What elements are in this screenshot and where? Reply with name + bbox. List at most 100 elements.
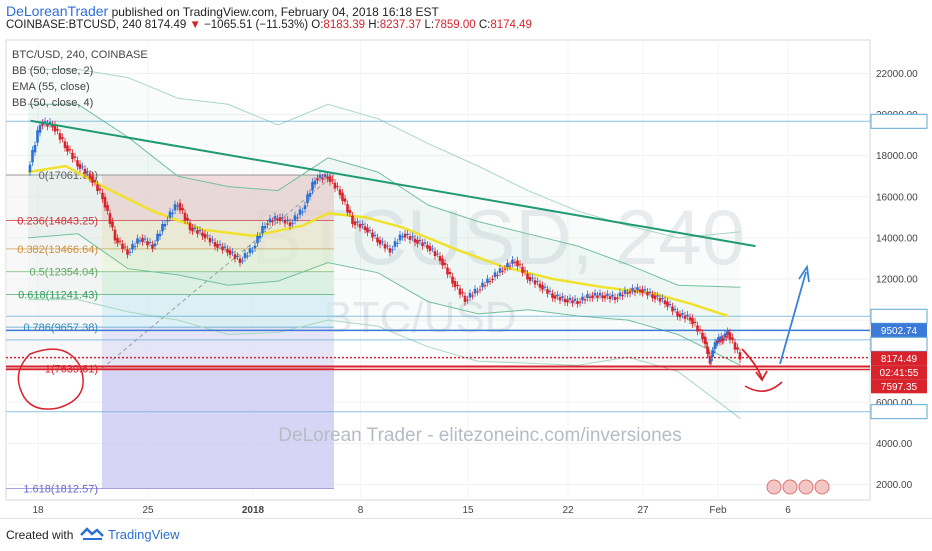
candle-body bbox=[51, 124, 54, 128]
candle-body bbox=[376, 237, 379, 243]
candle-body bbox=[653, 295, 657, 300]
candle-body bbox=[488, 281, 492, 283]
candle-body bbox=[38, 125, 42, 133]
candle-body bbox=[33, 145, 37, 153]
candle-body bbox=[698, 329, 702, 331]
candle-body bbox=[111, 221, 114, 228]
candle-body bbox=[433, 251, 437, 256]
author-link[interactable]: DeLoreanTrader bbox=[6, 3, 109, 19]
tradingview-brand[interactable]: TradingView bbox=[108, 527, 180, 542]
candle-body bbox=[126, 249, 129, 255]
candle-body bbox=[676, 311, 679, 317]
candle-body bbox=[618, 292, 622, 297]
price-chart[interactable]: BTCUSD, 240 BTC/USD 0(17061.00)0.236(148… bbox=[0, 36, 932, 518]
candle-body bbox=[226, 248, 229, 253]
candle-body bbox=[158, 233, 162, 237]
ohlc-line: COINBASE:BTCUSD, 240 8174.49 ▼ −1065.51 … bbox=[6, 19, 532, 31]
candle-body bbox=[478, 289, 482, 291]
candle-body bbox=[718, 339, 722, 342]
candle-body bbox=[231, 251, 234, 253]
candle-body bbox=[58, 133, 62, 140]
y-tick-label: 16000.00 bbox=[876, 192, 918, 203]
watermark-pair: BTC/USD bbox=[323, 293, 516, 342]
candle-body bbox=[248, 248, 252, 254]
candle-body bbox=[693, 321, 697, 323]
candle-body bbox=[36, 130, 39, 143]
price-tag-label: 02:41:55 bbox=[880, 368, 919, 379]
candle-body bbox=[706, 346, 709, 354]
candle-body bbox=[671, 306, 674, 312]
candle-body bbox=[578, 301, 582, 303]
candle-body bbox=[413, 238, 417, 243]
candle-body bbox=[616, 297, 619, 299]
low-label: L: bbox=[424, 19, 435, 31]
candle-body bbox=[221, 246, 224, 251]
candle-body bbox=[63, 141, 67, 148]
price-tag-label: 8174.49 bbox=[881, 354, 918, 365]
price-tags: 19674.00 10185.89 9502.74 9038.96 8174.49 02:… bbox=[870, 113, 928, 420]
candle-body bbox=[516, 260, 519, 267]
candle-body bbox=[518, 263, 522, 265]
candle-body bbox=[408, 236, 412, 240]
candle-body bbox=[598, 292, 602, 296]
candle-body bbox=[318, 175, 322, 178]
candle-body bbox=[473, 288, 477, 294]
time-axis[interactable]: 18 25 2018 8 15 22 27 Feb 6 bbox=[32, 505, 791, 516]
candle-body bbox=[153, 243, 157, 247]
candle-body bbox=[471, 295, 474, 297]
candle-body bbox=[213, 242, 217, 247]
candle-body bbox=[31, 149, 34, 163]
candle-body bbox=[466, 299, 469, 301]
candle-body bbox=[253, 245, 257, 249]
candle-body bbox=[73, 156, 77, 158]
candle-body bbox=[363, 226, 367, 231]
candle-body bbox=[108, 213, 112, 224]
candle-body bbox=[91, 176, 94, 183]
price-tag-label: 9038.96 bbox=[881, 340, 918, 351]
fib-level-label: 0.618(11241.43) bbox=[18, 290, 98, 302]
candle-body bbox=[438, 255, 442, 261]
candle-body bbox=[608, 296, 612, 300]
candle-body bbox=[446, 267, 449, 275]
fibonacci-retracement[interactable]: 0(17061.00) 0.236(14843.25) 0.382(13466.64… bbox=[6, 170, 335, 495]
candle-body bbox=[563, 298, 567, 303]
candle-body bbox=[286, 219, 289, 222]
candle-body bbox=[263, 225, 267, 229]
candle-body bbox=[496, 274, 499, 276]
candle-body bbox=[156, 233, 159, 242]
y-tick-label: 4000.00 bbox=[876, 439, 913, 450]
price-tag-box bbox=[871, 351, 927, 366]
candle-body bbox=[666, 301, 669, 307]
x-tick-label: 22 bbox=[562, 505, 574, 516]
candle-body bbox=[556, 294, 559, 297]
drawings[interactable] bbox=[17, 119, 810, 410]
tradingview-logo-icon[interactable] bbox=[80, 526, 104, 542]
candle-body bbox=[443, 262, 447, 266]
candle-body bbox=[388, 248, 392, 253]
candle-body bbox=[501, 270, 504, 272]
candle-body bbox=[458, 288, 462, 295]
candle-body bbox=[276, 218, 279, 220]
candle-body bbox=[166, 220, 169, 222]
candle-body bbox=[591, 295, 594, 298]
candle-body bbox=[311, 182, 314, 191]
candle-body bbox=[586, 294, 589, 298]
candle-body bbox=[303, 205, 307, 210]
x-tick-label: 2018 bbox=[242, 505, 265, 516]
candle-body bbox=[451, 276, 454, 284]
fib-level-label: 0.786(9657.38) bbox=[23, 322, 98, 334]
fib-trend-line bbox=[101, 174, 335, 369]
candle-body bbox=[663, 300, 667, 305]
legend: BTC/USD, 240, COINBASE BB (50, close, 2)… bbox=[12, 49, 148, 109]
candle-body bbox=[93, 180, 97, 183]
candle-body bbox=[528, 276, 532, 282]
bb-lower-line bbox=[27, 233, 741, 366]
candle-body bbox=[493, 272, 497, 277]
fib-zone bbox=[102, 327, 334, 369]
candle-body bbox=[601, 295, 604, 298]
candle-body bbox=[346, 204, 349, 213]
candle-body bbox=[208, 237, 212, 243]
price-series bbox=[27, 117, 742, 368]
down-arrow-icon: ▼ bbox=[189, 19, 201, 31]
y-tick-label: 6000.00 bbox=[876, 398, 913, 409]
